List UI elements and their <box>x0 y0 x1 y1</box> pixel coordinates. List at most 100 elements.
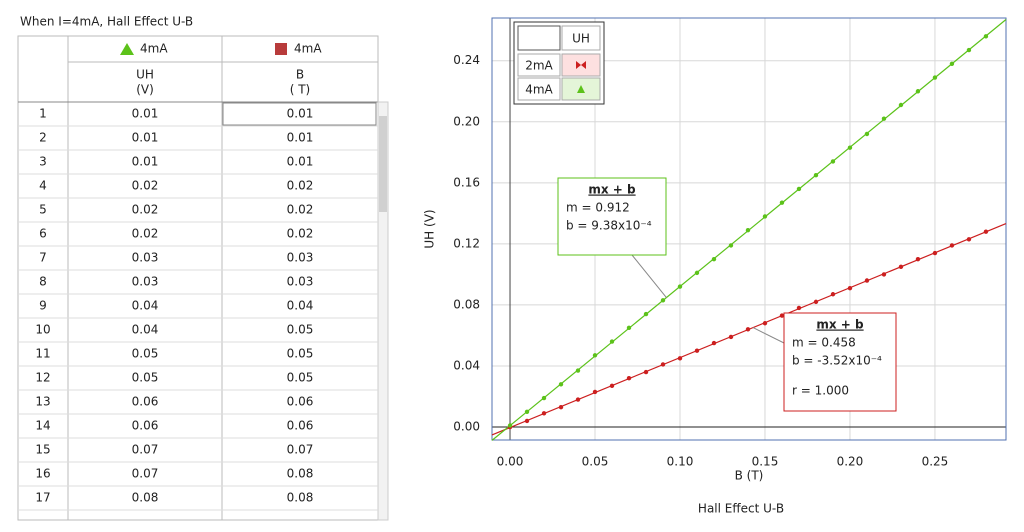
data-point <box>779 200 785 205</box>
fit-text: b = 9.38x10⁻⁴ <box>566 219 652 233</box>
series-icon <box>120 43 134 55</box>
data-point <box>813 299 819 305</box>
fit-text: m = 0.458 <box>792 336 856 350</box>
row-number: 15 <box>35 443 50 457</box>
legend-symbol <box>576 61 586 69</box>
data-point <box>796 305 802 311</box>
data-point <box>881 272 887 277</box>
data-point <box>677 284 683 289</box>
row-number: 16 <box>35 467 50 481</box>
plot-frame <box>491 17 1007 441</box>
y-tick-label: 0.20 <box>453 114 480 128</box>
data-point <box>558 404 564 410</box>
scrollbar[interactable] <box>377 101 389 521</box>
cell: 0.06 <box>287 395 314 409</box>
cell: 0.05 <box>132 347 159 361</box>
data-point <box>745 227 751 233</box>
x-tick-label: 0.20 <box>837 455 864 469</box>
cell: 0.08 <box>287 467 314 481</box>
data-point <box>983 34 989 39</box>
fit-title: mx + b <box>588 183 636 197</box>
data-point <box>966 237 972 242</box>
data-point <box>592 389 598 395</box>
x-tick-label: 0.15 <box>752 455 779 469</box>
cell: 0.01 <box>287 155 314 169</box>
series-icon <box>275 43 287 55</box>
data-point <box>847 285 853 291</box>
data-point <box>949 243 955 248</box>
legend-header: UH <box>572 32 590 46</box>
legend-cell <box>517 53 561 77</box>
cell: 0.06 <box>132 395 159 409</box>
row-number: 8 <box>39 275 47 289</box>
data-point <box>711 256 717 262</box>
legend-cell <box>561 25 601 51</box>
x-tick-label: 0.05 <box>582 455 609 469</box>
scrollbar-thumb[interactable] <box>379 116 387 212</box>
row-number: 13 <box>35 395 50 409</box>
x-tick-label: 0.00 <box>497 455 524 469</box>
selected-cell[interactable] <box>222 102 377 126</box>
y-tick-label: 0.16 <box>453 175 480 189</box>
cell: 0.01 <box>287 131 314 145</box>
data-point <box>796 186 802 192</box>
cell: 0.02 <box>287 227 314 241</box>
data-point <box>864 131 870 137</box>
data-point <box>983 229 989 234</box>
cell: 0.01 <box>132 155 159 169</box>
cell: 0.01 <box>287 107 314 121</box>
legend-cell <box>517 77 561 101</box>
row-number: 6 <box>39 227 47 241</box>
data-point <box>575 368 581 373</box>
data-point <box>609 339 615 344</box>
row-number: 14 <box>35 419 50 433</box>
legend-cell <box>517 25 561 51</box>
data-point <box>966 47 972 53</box>
y-tick-label: 0.08 <box>453 297 480 311</box>
column-header: UH <box>136 68 154 82</box>
data-point <box>541 411 547 416</box>
data-point <box>864 278 870 283</box>
row-number: 7 <box>39 251 47 265</box>
data-point <box>898 102 904 108</box>
cell: 0.02 <box>132 179 159 193</box>
data-point <box>609 383 615 389</box>
data-point <box>762 214 768 219</box>
legend-label: 4mA <box>525 83 553 97</box>
cell: 0.01 <box>132 131 159 145</box>
cell: 0.02 <box>132 227 159 241</box>
fit-text: m = 0.912 <box>566 201 630 215</box>
cell: 0.03 <box>132 275 159 289</box>
data-point <box>745 327 751 332</box>
fit-text: b = -3.52x10⁻⁴ <box>792 354 882 368</box>
cell: 0.02 <box>287 203 314 217</box>
cell: 0.05 <box>287 323 314 337</box>
data-point <box>898 264 904 269</box>
column-unit: (V) <box>136 83 154 97</box>
y-axis-label: UH (V) <box>423 209 437 248</box>
data-point <box>643 311 649 317</box>
row-number: 12 <box>35 371 50 385</box>
legend-label: 2mA <box>525 59 553 73</box>
data-point <box>541 395 547 401</box>
data-point <box>575 397 581 402</box>
x-tick-label: 0.25 <box>922 455 949 469</box>
data-point <box>932 250 938 256</box>
row-number: 2 <box>39 131 47 145</box>
cell: 0.05 <box>132 371 159 385</box>
cell: 0.04 <box>132 299 159 313</box>
fit-title: mx + b <box>816 318 864 332</box>
fit-text: r = 1.000 <box>792 384 849 398</box>
data-point <box>660 362 666 367</box>
data-point <box>830 292 836 297</box>
data-point <box>915 256 921 262</box>
chart-title: Hall Effect U-B <box>698 502 784 516</box>
row-number: 5 <box>39 203 47 217</box>
data-point <box>728 334 734 340</box>
data-point <box>694 270 700 276</box>
series-header: 4mA <box>140 42 168 56</box>
x-tick-label: 0.10 <box>667 455 694 469</box>
cell: 0.02 <box>132 203 159 217</box>
cell: 0.02 <box>287 179 314 193</box>
row-number: 11 <box>35 347 50 361</box>
